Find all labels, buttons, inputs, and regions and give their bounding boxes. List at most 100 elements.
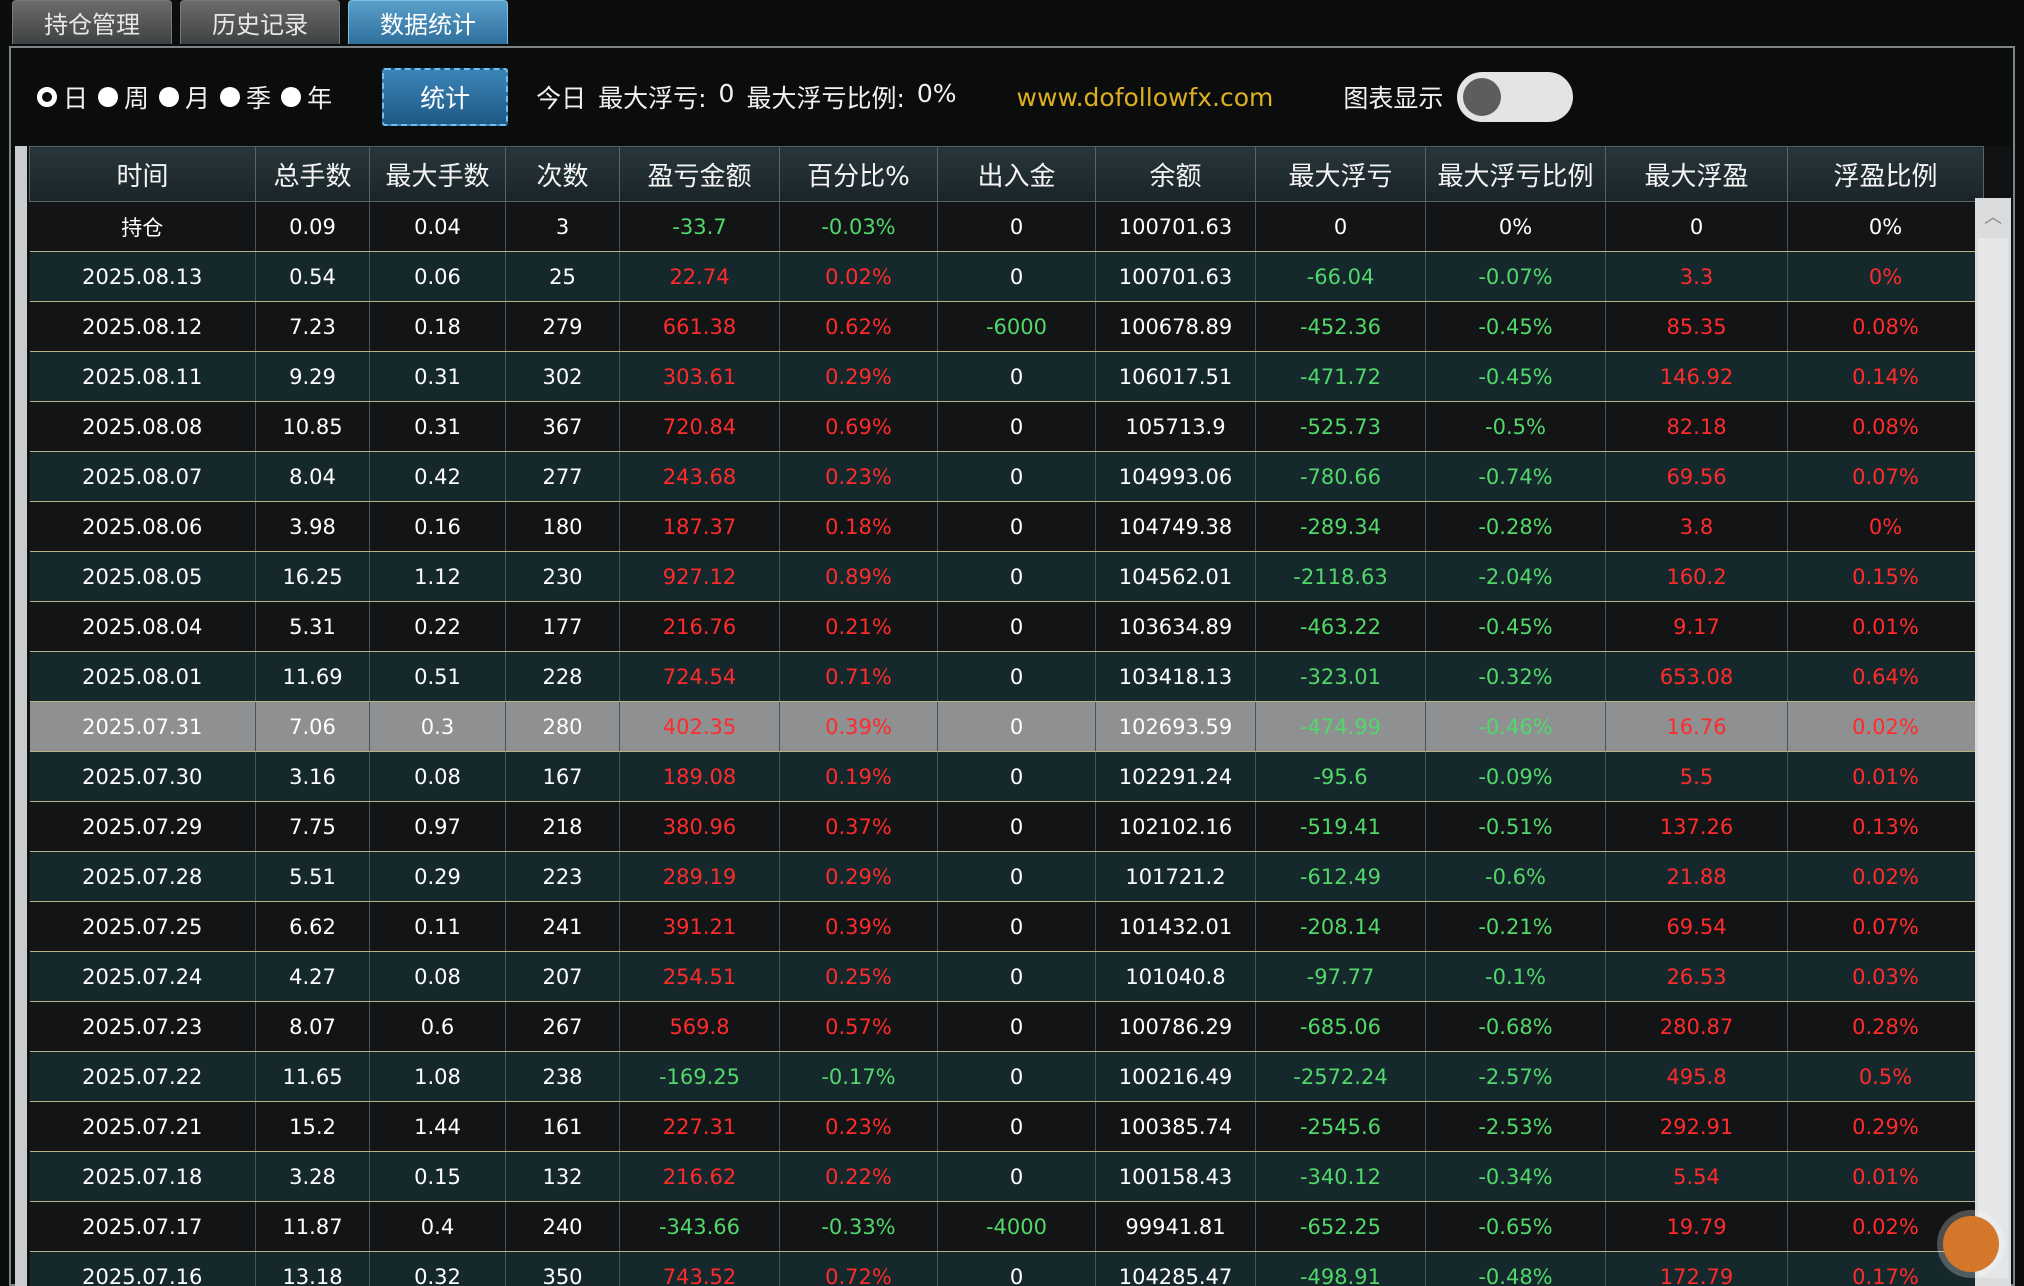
cell-balance: 102693.59	[1096, 702, 1256, 752]
cell-count: 177	[506, 602, 620, 652]
cell-max-lots: 0.6	[370, 1002, 506, 1052]
cell-max-float-loss-ratio: -0.45%	[1426, 602, 1606, 652]
cell-balance: 100158.43	[1096, 1152, 1256, 1202]
cell-max-lots: 0.18	[370, 302, 506, 352]
cell-percent: -0.03%	[780, 202, 938, 252]
column-header-max-float-loss[interactable]: 最大浮亏	[1256, 147, 1426, 202]
radio-icon[interactable]	[281, 87, 301, 107]
website-link[interactable]: www.dofollowfx.com	[1017, 83, 1274, 112]
cell-deposit-withdrawal: 0	[938, 952, 1096, 1002]
cell-percent: 0.02%	[780, 252, 938, 302]
cell-percent: 0.18%	[780, 502, 938, 552]
radio-icon[interactable]	[98, 87, 118, 107]
cell-balance: 99941.81	[1096, 1202, 1256, 1252]
table-header-row: 时间总手数最大手数次数盈亏金额百分比%出入金余额最大浮亏最大浮亏比例最大浮盈浮盈…	[30, 147, 1984, 202]
today-summary: 今日 最大浮亏: 0 最大浮亏比例: 0%	[536, 79, 956, 115]
today-label: 今日	[536, 79, 586, 115]
cell-pnl: 189.08	[620, 752, 780, 802]
radio-icon[interactable]	[159, 87, 179, 107]
cell-max-float-profit: 19.79	[1606, 1202, 1788, 1252]
radio-checked-icon[interactable]	[37, 87, 57, 107]
column-header-percent[interactable]: 百分比%	[780, 147, 938, 202]
radio-icon[interactable]	[220, 87, 240, 107]
column-header-float-profit-ratio[interactable]: 浮盈比例	[1788, 147, 1984, 202]
cell-time: 2025.08.05	[30, 552, 256, 602]
cell-deposit-withdrawal: 0	[938, 702, 1096, 752]
cell-max-lots: 0.97	[370, 802, 506, 852]
column-header-total-lots[interactable]: 总手数	[256, 147, 370, 202]
cell-max-float-loss-ratio: -0.65%	[1426, 1202, 1606, 1252]
statistics-button[interactable]: 统计	[382, 68, 508, 126]
column-header-max-float-profit[interactable]: 最大浮盈	[1606, 147, 1788, 202]
period-option-week[interactable]: 周	[98, 79, 149, 115]
tab-bar: 持仓管理 历史记录 数据统计	[12, 0, 508, 46]
cell-deposit-withdrawal: 0	[938, 852, 1096, 902]
cell-percent: 0.39%	[780, 702, 938, 752]
tab-statistics[interactable]: 数据统计	[348, 0, 508, 44]
cell-time: 2025.08.08	[30, 402, 256, 452]
cell-max-float-loss: -463.22	[1256, 602, 1426, 652]
column-header-count[interactable]: 次数	[506, 147, 620, 202]
cell-max-float-loss-ratio: -0.28%	[1426, 502, 1606, 552]
cell-balance: 105713.9	[1096, 402, 1256, 452]
cell-max-float-loss-ratio: -0.1%	[1426, 952, 1606, 1002]
column-header-deposit-withdrawal[interactable]: 出入金	[938, 147, 1096, 202]
column-header-max-lots[interactable]: 最大手数	[370, 147, 506, 202]
period-option-quarter[interactable]: 季	[220, 79, 271, 115]
cell-max-lots: 0.22	[370, 602, 506, 652]
cell-max-lots: 0.16	[370, 502, 506, 552]
tab-positions[interactable]: 持仓管理	[12, 0, 172, 44]
cell-pnl: 661.38	[620, 302, 780, 352]
cell-deposit-withdrawal: 0	[938, 252, 1096, 302]
vertical-scrollbar[interactable]: ︿	[1975, 198, 2011, 1286]
cell-max-float-profit: 137.26	[1606, 802, 1788, 852]
toggle-knob[interactable]	[1463, 78, 1501, 116]
cell-time: 2025.07.24	[30, 952, 256, 1002]
cell-max-float-profit: 0	[1606, 202, 1788, 252]
cell-max-lots: 0.4	[370, 1202, 506, 1252]
cell-total-lots: 6.62	[256, 902, 370, 952]
period-label: 季	[246, 79, 271, 115]
cell-max-float-loss: -471.72	[1256, 352, 1426, 402]
column-header-max-float-loss-ratio[interactable]: 最大浮亏比例	[1426, 147, 1606, 202]
column-header-balance[interactable]: 余额	[1096, 147, 1256, 202]
floating-assistant-button[interactable]	[1943, 1216, 1999, 1272]
cell-total-lots: 15.2	[256, 1102, 370, 1152]
period-option-day[interactable]: 日	[37, 79, 88, 115]
max-float-loss-label: 最大浮亏:	[598, 79, 706, 115]
tab-history[interactable]: 历史记录	[180, 0, 340, 44]
period-option-month[interactable]: 月	[159, 79, 210, 115]
chart-display-toggle[interactable]	[1457, 72, 1573, 122]
cell-total-lots: 7.06	[256, 702, 370, 752]
cell-percent: -0.17%	[780, 1052, 938, 1102]
scroll-thumb[interactable]	[1978, 238, 2008, 1278]
cell-max-float-loss-ratio: -2.04%	[1426, 552, 1606, 602]
column-header-time[interactable]: 时间	[30, 147, 256, 202]
column-header-pnl[interactable]: 盈亏金额	[620, 147, 780, 202]
cell-max-float-loss-ratio: -0.48%	[1426, 1252, 1606, 1286]
period-option-year[interactable]: 年	[281, 79, 332, 115]
scroll-up-icon[interactable]: ︿	[1975, 198, 2011, 234]
